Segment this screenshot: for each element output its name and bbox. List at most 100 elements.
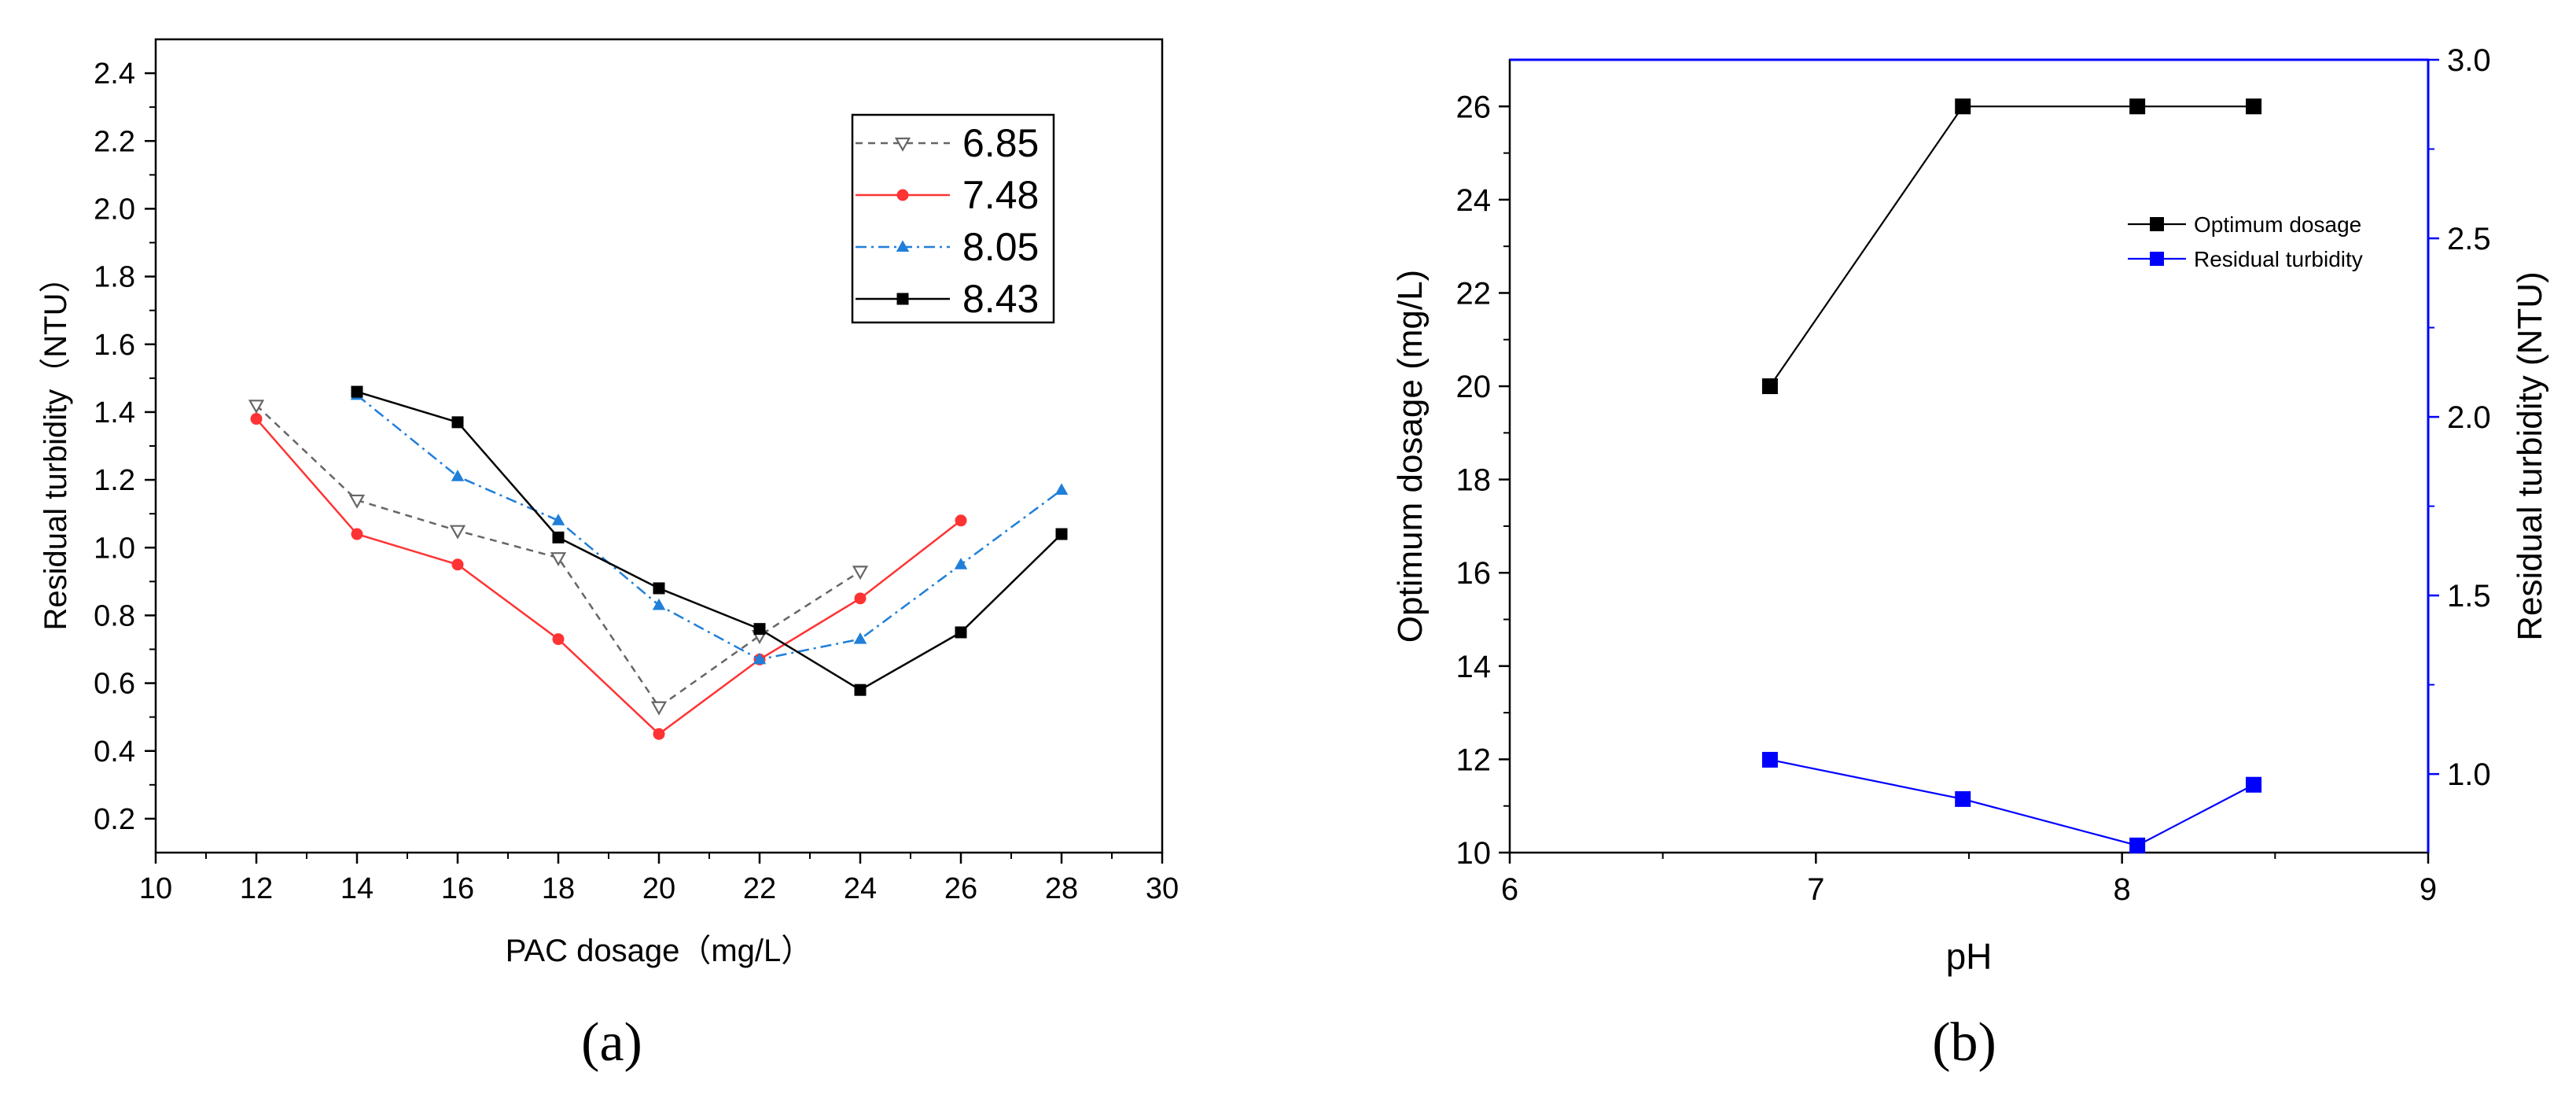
chart-b-series [1761, 98, 2262, 853]
legend-marker [894, 137, 911, 152]
y-tick-label: 22 [1456, 276, 1492, 311]
x-tick-label: 28 [1045, 872, 1078, 905]
y-tick-label: 1.0 [94, 532, 135, 565]
y-tick-label: 0.4 [94, 735, 135, 768]
y-tick-label: 1.6 [94, 329, 135, 362]
data-point [653, 582, 665, 595]
data-point [1761, 751, 1778, 768]
x-tick-label: 6 [1501, 872, 1518, 907]
data-point [753, 623, 766, 636]
y-tick-label: 18 [1456, 463, 1492, 498]
x-tick-label: 12 [240, 872, 273, 905]
x-tick-label: 14 [340, 872, 374, 905]
legend-label: Residual turbidity [2194, 247, 2363, 271]
y-tick-label: 2.0 [94, 193, 135, 226]
chart-a: 10 12 14 16 18 20 22 24 26 28 30 0.2 0.4 0.6 0.8 1.0 1.… [39, 38, 1179, 1073]
chart-a-x-axis-label: PAC dosage（mg/L） [506, 934, 813, 968]
series-line [1769, 105, 2254, 387]
legend-marker [2150, 217, 2164, 231]
data-point [653, 728, 665, 740]
chart-b-legend: Optimum dosage Residual turbidity [2128, 212, 2363, 271]
data-point [551, 514, 565, 525]
legend-entry: 6.85 [856, 121, 1039, 165]
x-tick-label: 8 [2114, 872, 2131, 907]
data-point [853, 632, 867, 644]
x-tick-label: 20 [642, 872, 675, 905]
data-point [552, 531, 565, 543]
data-point [1955, 98, 1971, 115]
chart-b-right-y-axis-label: Residual turbidity (NTU) [2511, 271, 2549, 640]
legend-label: 7.48 [962, 173, 1039, 217]
x-tick-label: 16 [441, 872, 474, 905]
right-y-tick-label: 1.0 [2447, 757, 2491, 792]
y-tick-label: 26 [1456, 90, 1492, 124]
legend-entry: 8.43 [856, 277, 1039, 321]
right-y-tick-label: 3.0 [2447, 43, 2491, 78]
legend-entry: 7.48 [856, 173, 1039, 217]
right-y-tick-label: 2.0 [2447, 400, 2491, 435]
data-point [652, 598, 666, 610]
series-line [356, 394, 1062, 661]
y-tick-label: 1.8 [94, 261, 135, 294]
series-line [356, 390, 1062, 691]
data-point [351, 528, 363, 540]
x-tick-label: 30 [1146, 872, 1179, 905]
legend-label: 6.85 [962, 121, 1039, 165]
chart-b-plot-frame [1508, 58, 2430, 854]
legend-marker [896, 240, 910, 252]
data-point [451, 470, 465, 481]
data-point [250, 413, 263, 426]
data-point [550, 552, 567, 567]
x-tick-label: 22 [743, 872, 776, 905]
data-point [348, 494, 366, 509]
x-tick-label: 10 [139, 872, 172, 905]
y-tick-label: 2.4 [94, 57, 135, 90]
series-optimum-dosage [1761, 98, 2262, 395]
data-point [852, 566, 869, 580]
data-point [451, 558, 464, 571]
chart-a-panel-label: (a) [581, 1012, 642, 1073]
data-point [955, 514, 967, 527]
legend-entry: Residual turbidity [2128, 247, 2363, 271]
chart-b-x-axis-label: pH [1946, 936, 1993, 977]
x-tick-label: 26 [944, 872, 977, 905]
y-tick-label: 24 [1456, 183, 1492, 218]
y-tick-label: 1.2 [94, 464, 135, 497]
x-tick-label: 18 [542, 872, 575, 905]
y-tick-label: 10 [1456, 836, 1492, 871]
data-point [552, 633, 565, 646]
legend-box [851, 113, 1055, 324]
chart-b-x-ticks: 6 7 8 9 [1501, 853, 2437, 907]
data-point [351, 385, 363, 398]
chart-a-y-axis-label: Residual turbidity（NTU） [39, 261, 73, 630]
y-tick-label: 20 [1456, 370, 1492, 404]
chart-b-panel-label: (b) [1932, 1012, 1996, 1073]
series-6.85 [248, 400, 869, 716]
x-tick-label: 24 [844, 872, 877, 905]
y-tick-label: 16 [1456, 556, 1492, 591]
data-point [451, 416, 464, 429]
series-8.05 [350, 388, 1069, 665]
y-tick-label: 12 [1456, 742, 1492, 777]
legend-label: Optimum dosage [2194, 212, 2361, 237]
data-point [955, 626, 967, 639]
data-point [248, 400, 265, 415]
chart-b-left-y-axis-label: Optimum dosage (mg/L) [1391, 270, 1430, 643]
chart-a-x-ticks: 10 12 14 16 18 20 22 24 26 28 30 [139, 853, 1179, 905]
legend-marker [896, 189, 909, 201]
chart-b-right-y-ticks: 1.0 1.5 2.0 2.5 3.0 [2428, 43, 2491, 792]
legend-entry: Optimum dosage [2128, 212, 2361, 237]
right-y-tick-label: 2.5 [2447, 222, 2491, 256]
x-tick-label: 9 [2420, 872, 2437, 907]
data-point [1955, 790, 1971, 807]
legend-entry: 8.05 [856, 225, 1039, 269]
data-point [954, 558, 968, 569]
legend-marker [896, 293, 909, 305]
series-residual-turbidity [1761, 751, 2262, 853]
data-point [2129, 837, 2146, 853]
data-point [2246, 776, 2262, 793]
data-point [1054, 483, 1069, 496]
y-tick-label: 0.8 [94, 599, 135, 632]
